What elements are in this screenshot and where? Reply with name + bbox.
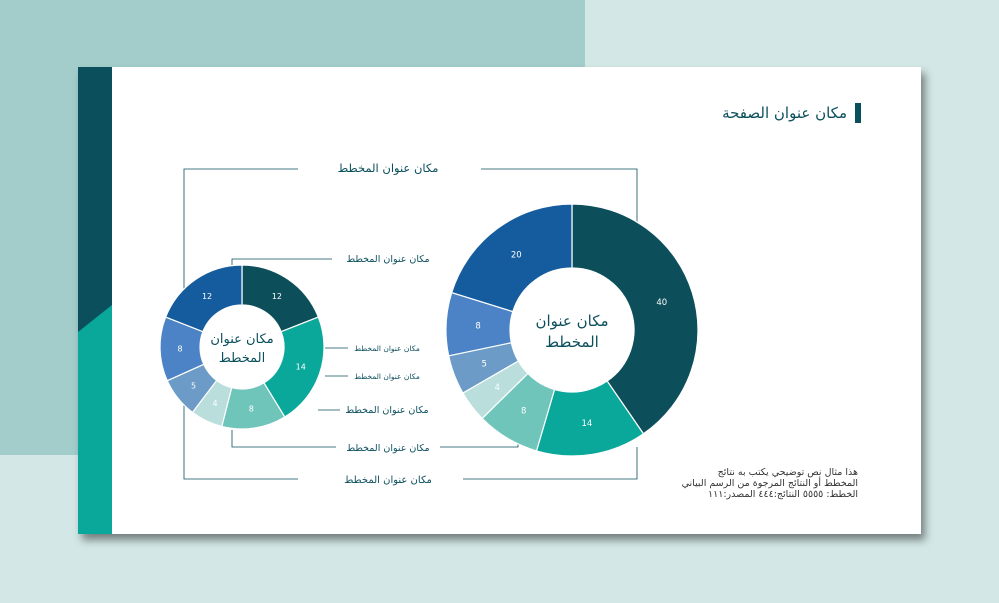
large-donut-slice-0: [571, 203, 699, 435]
callout-3: مكان عنوان المخطط: [354, 372, 420, 381]
callout-line-5b: [440, 439, 519, 448]
small-donut-slice-label-0: 12: [272, 292, 282, 301]
outer-bracket-right-top: [481, 168, 638, 227]
callout-line-5: [231, 430, 336, 448]
small-donut-center-label-2: المخطط: [219, 351, 265, 366]
large-chart-title: مكان عنوان المخطط: [338, 161, 439, 176]
large-donut-center-label-2: المخطط: [545, 333, 599, 351]
page-title: مكان عنوان الصفحة: [722, 103, 861, 123]
charts-area: مكان عنوان المخطط مكان عنوان المخطط مكان…: [159, 161, 699, 486]
footnote-line-3: الخطط: ٥٥٥٥ النتائج:٤٤٤ المصدر:١١١: [708, 489, 858, 500]
small-donut: 12 14 8 4 5 8 12 مكان عنوان المخطط: [159, 264, 325, 430]
slide-sidebar-accent: [78, 67, 112, 534]
small-donut-slice-label-6: 12: [202, 292, 212, 301]
large-donut-slice-label-0: 40: [656, 298, 667, 308]
large-donut: 40 14 8 4 5 8 20 مكان عنوان المخطط: [445, 203, 699, 457]
small-donut-center-label-1: مكان عنوان: [210, 332, 273, 347]
large-donut-slice-6: [450, 203, 573, 313]
large-donut-center-label-1: مكان عنوان: [535, 312, 608, 330]
title-marker: [855, 103, 861, 123]
large-donut-slice-label-6: 20: [511, 250, 522, 260]
small-donut-slice-label-5: 8: [177, 345, 182, 354]
large-donut-slice-label-4: 5: [481, 360, 486, 370]
large-chart-bottom-title: مكان عنوان المخطط: [344, 475, 432, 486]
footnote-line-2: المخطط أو النتائج المرجوة من الرسم البيا…: [681, 478, 858, 489]
small-donut-slice-label-1: 14: [296, 363, 306, 372]
small-donut-slice-label-3: 4: [213, 399, 218, 408]
large-donut-slice-label-3: 4: [494, 383, 499, 393]
callout-1: مكان عنوان المخطط: [346, 254, 429, 265]
small-donut-slice-label-2: 8: [249, 404, 254, 413]
outer-bracket-right-bottom: [463, 447, 638, 480]
callout-5: مكان عنوان المخطط: [346, 443, 429, 454]
footnote: هذا مثال نص توضيحي يكتب به نتائج المخطط …: [678, 467, 858, 500]
large-donut-slice-label-1: 14: [581, 419, 592, 429]
callout-2: مكان عنوان المخطط: [354, 344, 420, 353]
large-donut-slice-label-2: 8: [521, 407, 526, 417]
large-donut-slice-label-5: 8: [475, 322, 480, 332]
callout-4: مكان عنوان المخطط: [345, 405, 428, 416]
footnote-line-1: هذا مثال نص توضيحي يكتب به نتائج: [717, 467, 858, 478]
small-donut-slice-6: [164, 264, 243, 333]
slide: مكان عنوان الصفحة مكان عنوان المخطط مكان…: [78, 67, 921, 534]
page-title-text: مكان عنوان الصفحة: [722, 104, 847, 122]
small-donut-slice-label-4: 5: [191, 382, 196, 391]
small-donut-slice-1: [263, 316, 325, 418]
